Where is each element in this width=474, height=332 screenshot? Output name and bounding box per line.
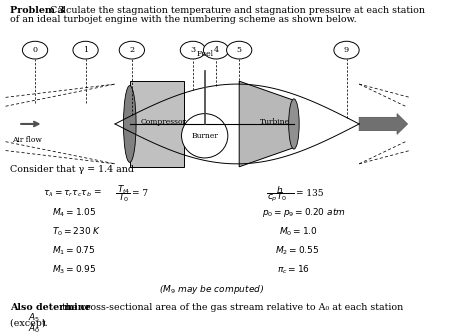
Circle shape [180, 41, 206, 59]
Circle shape [119, 41, 145, 59]
Text: of an ideal turbojet engine with the numbering scheme as shown below.: of an ideal turbojet engine with the num… [10, 15, 356, 24]
Text: ).: ). [41, 319, 48, 328]
Ellipse shape [182, 114, 228, 158]
Text: $T_0$: $T_0$ [118, 192, 129, 204]
FancyArrow shape [359, 114, 408, 134]
Text: $T_0 = 230\ K$: $T_0 = 230\ K$ [52, 225, 101, 238]
Text: 1: 1 [83, 46, 88, 54]
Circle shape [22, 41, 48, 59]
Text: Compressor: Compressor [140, 119, 186, 126]
Text: $M_0 = 1.0$: $M_0 = 1.0$ [279, 225, 318, 238]
Text: $\tau_\lambda = \tau_r\tau_c\tau_b$ =: $\tau_\lambda = \tau_r\tau_c\tau_b$ = [44, 188, 102, 199]
Polygon shape [239, 81, 294, 167]
FancyBboxPatch shape [130, 81, 184, 167]
Text: 5: 5 [237, 46, 242, 54]
Text: ($M_9$ $may$ $be$ $computed$): ($M_9$ $may$ $be$ $computed$) [159, 283, 264, 296]
Ellipse shape [289, 99, 299, 149]
Text: 2: 2 [129, 46, 135, 54]
Text: = 7: = 7 [132, 189, 148, 198]
Text: 0: 0 [33, 46, 37, 54]
Text: Air flow: Air flow [12, 136, 42, 144]
Text: $p_0 = p_9 = 0.20\ atm$: $p_0 = p_9 = 0.20\ atm$ [262, 206, 346, 219]
Text: 3: 3 [191, 46, 195, 54]
Text: 9: 9 [344, 46, 349, 54]
Text: $M_1 = 0.75$: $M_1 = 0.75$ [52, 245, 96, 257]
Text: $c_pT_0$: $c_pT_0$ [266, 191, 287, 205]
Text: = 135: = 135 [296, 189, 324, 198]
Text: $T_{t4}$: $T_{t4}$ [117, 183, 131, 196]
Text: $A_0$: $A_0$ [27, 322, 40, 332]
Circle shape [227, 41, 252, 59]
Text: Problem 3: Problem 3 [10, 6, 64, 15]
Text: $\pi_c = 16$: $\pi_c = 16$ [277, 264, 310, 277]
Circle shape [203, 41, 228, 59]
Text: 4: 4 [213, 46, 219, 54]
Text: $A_5$: $A_5$ [28, 312, 40, 324]
Text: Also determine: Also determine [10, 302, 91, 312]
Text: $M_2 = 0.55$: $M_2 = 0.55$ [275, 245, 319, 257]
Text: Turbine: Turbine [260, 119, 290, 126]
Circle shape [334, 41, 359, 59]
Text: Calculate the stagnation temperature and stagnation pressure at each station: Calculate the stagnation temperature and… [47, 6, 425, 15]
Ellipse shape [123, 86, 136, 162]
Text: $M_3 = 0.95$: $M_3 = 0.95$ [52, 264, 96, 277]
Text: Fuel: Fuel [196, 49, 213, 57]
Text: Consider that γ = 1.4 and: Consider that γ = 1.4 and [10, 165, 134, 174]
Text: (except: (except [10, 319, 48, 328]
Text: $M_4 = 1.05$: $M_4 = 1.05$ [52, 206, 96, 219]
Text: $h$: $h$ [276, 184, 283, 195]
Circle shape [73, 41, 98, 59]
Text: the cross-sectional area of the gas stream relative to A₀ at each station: the cross-sectional area of the gas stre… [59, 302, 404, 312]
Text: Burner: Burner [191, 132, 218, 140]
